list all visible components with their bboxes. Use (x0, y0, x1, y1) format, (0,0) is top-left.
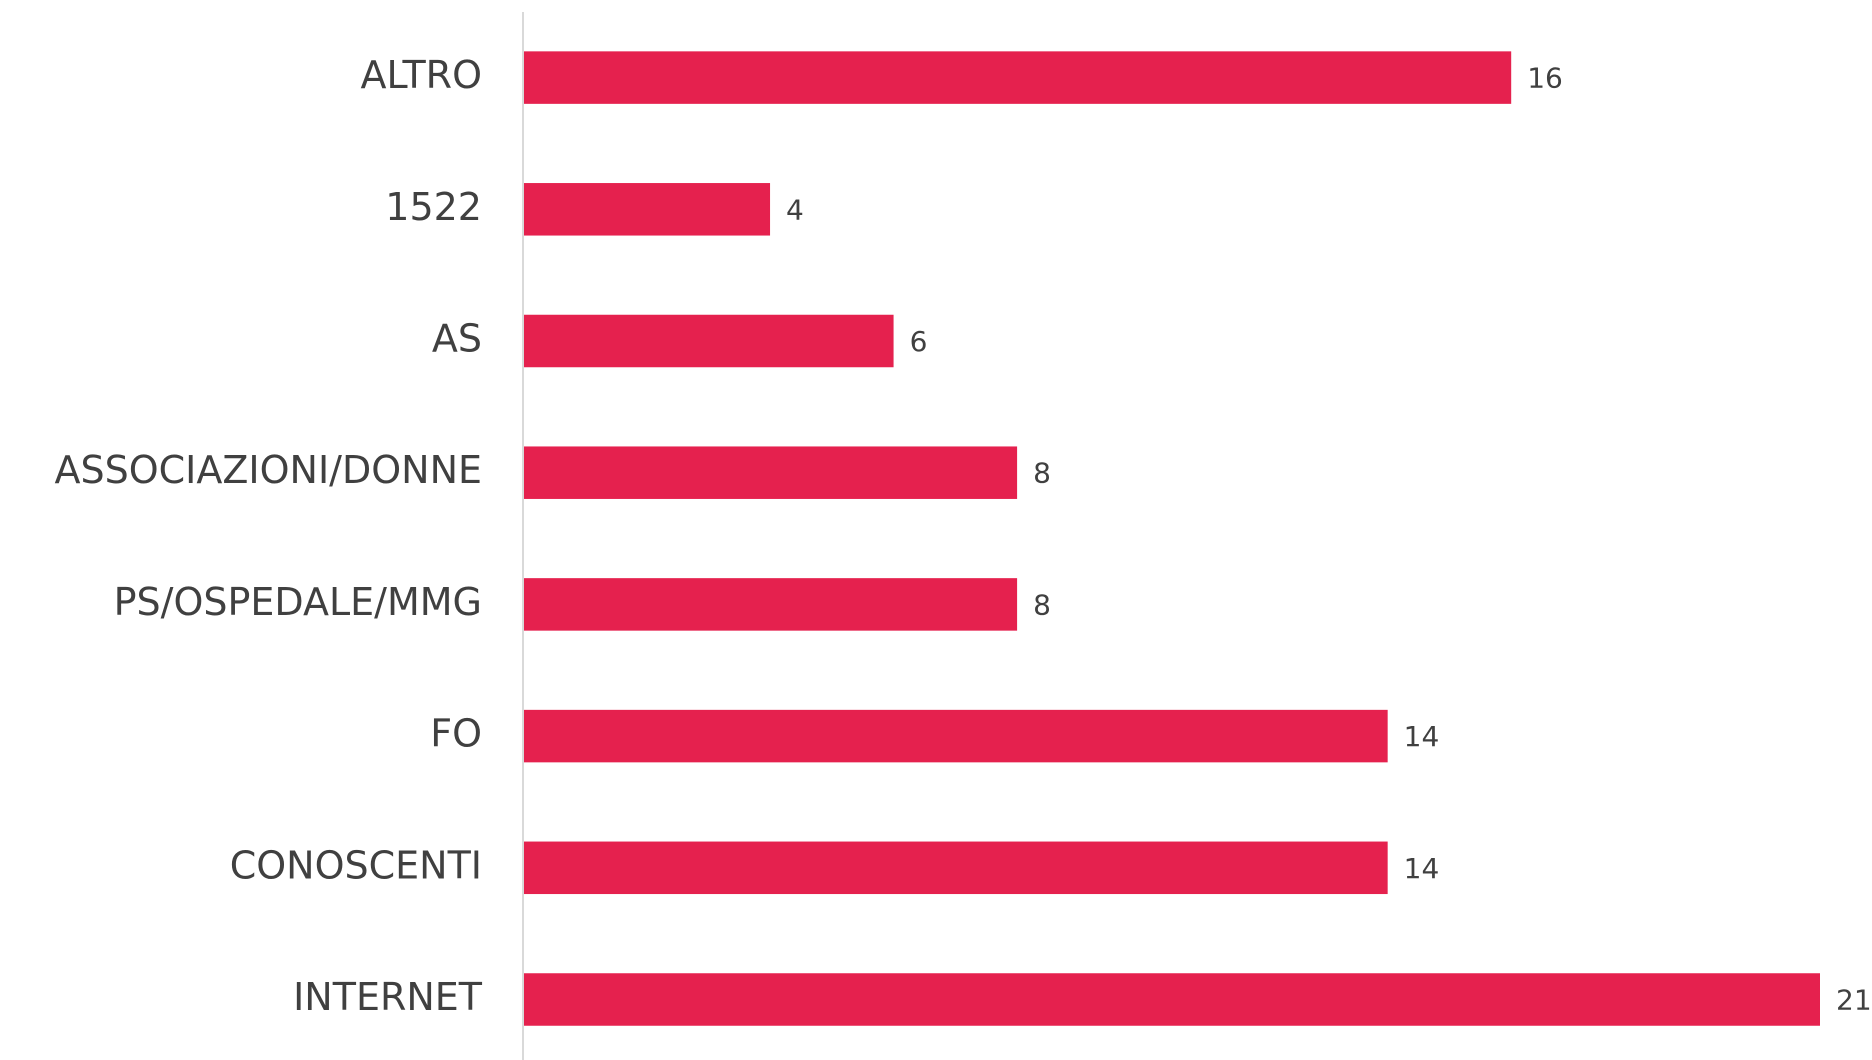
bar (524, 973, 1820, 1026)
category-label: ASSOCIAZIONI/DONNE (55, 448, 483, 492)
bar (524, 446, 1018, 499)
bar (524, 841, 1388, 895)
bar (524, 183, 771, 236)
value-label: 16 (1527, 62, 1563, 95)
value-label: 14 (1404, 852, 1440, 885)
bar (524, 578, 1018, 631)
bar (524, 314, 894, 368)
category-label: CONOSCENTI (230, 843, 482, 887)
category-label: AS (432, 317, 482, 361)
category-label: INTERNET (293, 975, 483, 1019)
category-label: 1522 (385, 185, 482, 229)
value-label: 4 (786, 193, 804, 226)
bar (524, 51, 1512, 104)
category-label: ALTRO (361, 53, 482, 97)
value-label: 8 (1033, 457, 1051, 490)
value-label: 8 (1033, 588, 1051, 621)
value-label: 21 (1836, 984, 1872, 1017)
category-label: PS/OSPEDALE/MMG (114, 580, 482, 624)
bar (524, 709, 1388, 763)
value-label: 14 (1404, 720, 1440, 753)
category-label: FO (430, 712, 482, 756)
value-label: 6 (910, 325, 928, 358)
